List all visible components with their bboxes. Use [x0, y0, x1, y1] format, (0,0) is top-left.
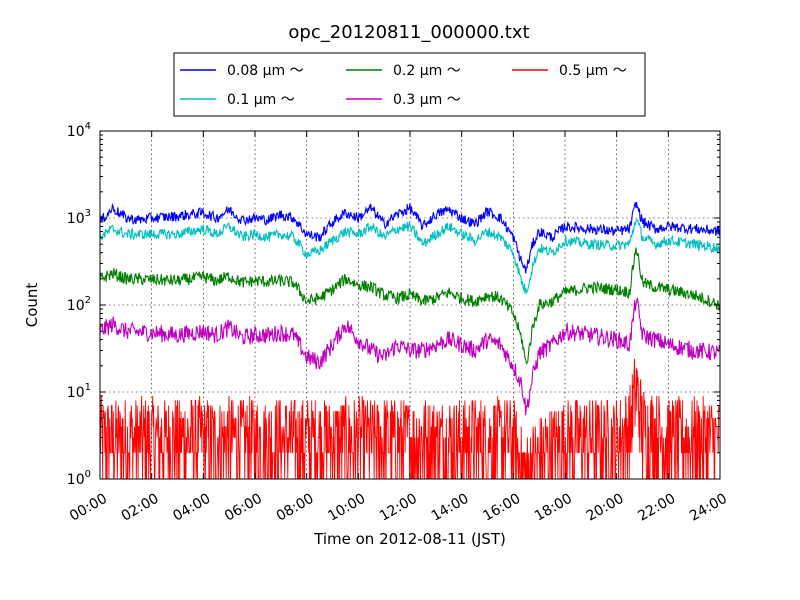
- y-tick-exponent: 0: [85, 469, 91, 480]
- legend-label: 0.3 μm ～: [393, 92, 461, 108]
- x-tick-label: 22:00: [635, 491, 678, 525]
- y-tick-base: 10: [67, 472, 85, 488]
- y-tick-exponent: 4: [85, 121, 91, 132]
- x-tick-label: 10:00: [325, 491, 368, 525]
- y-tick-base: 10: [67, 124, 85, 140]
- x-tick-label: 04:00: [170, 491, 213, 525]
- x-axis-label: Time on 2012-08-11 (JST): [313, 530, 506, 548]
- x-tick-label: 24:00: [687, 491, 730, 525]
- series-line: [99, 202, 721, 274]
- y-tick-label: 100: [67, 469, 91, 488]
- series-line: [99, 247, 721, 365]
- y-tick-label: 101: [67, 382, 91, 401]
- y-tick-base: 10: [67, 385, 85, 401]
- x-tick-label: 06:00: [222, 491, 265, 525]
- legend-frame: [173, 52, 646, 117]
- legend-label: 0.2 μm ～: [393, 63, 461, 79]
- y-tick-label: 104: [67, 121, 91, 140]
- legend-label: 0.08 μm ～: [227, 63, 304, 79]
- y-tick-exponent: 2: [85, 295, 91, 306]
- x-tick-label: 18:00: [532, 491, 575, 525]
- plot-area: 00:00 02:00 04:00 06:00 08:00 10:00 12:00 14:00…: [67, 121, 730, 525]
- x-tick-label: 12:00: [377, 491, 420, 525]
- legend-label: 0.5 μm ～: [559, 63, 627, 79]
- x-tick-label: 14:00: [429, 491, 472, 525]
- y-tick-base: 10: [67, 298, 85, 314]
- y-tick-label: 103: [67, 208, 91, 227]
- x-tick-label: 02:00: [119, 491, 162, 525]
- y-axis-label: Count: [23, 283, 41, 328]
- y-tick-label: 102: [67, 295, 91, 314]
- x-tick-label: 08:00: [274, 491, 317, 525]
- chart-title: opc_20120811_000000.txt: [288, 22, 529, 43]
- y-tick-exponent: 1: [85, 382, 91, 393]
- x-tick-label: 16:00: [480, 491, 523, 525]
- series-line: [99, 218, 721, 295]
- x-tick-label: 20:00: [584, 491, 627, 525]
- plot-background: [100, 131, 720, 479]
- legend-label: 0.1 μm ～: [227, 92, 295, 108]
- y-tick-base: 10: [67, 211, 85, 227]
- x-tick-label: 00:00: [67, 491, 110, 525]
- legend: 0.08 μm ～ 0.1 μm ～ 0.2 μm ～ 0.3 μm ～ 0.5 μm …: [173, 52, 646, 117]
- series-line: [99, 297, 721, 416]
- y-tick-exponent: 3: [85, 208, 91, 219]
